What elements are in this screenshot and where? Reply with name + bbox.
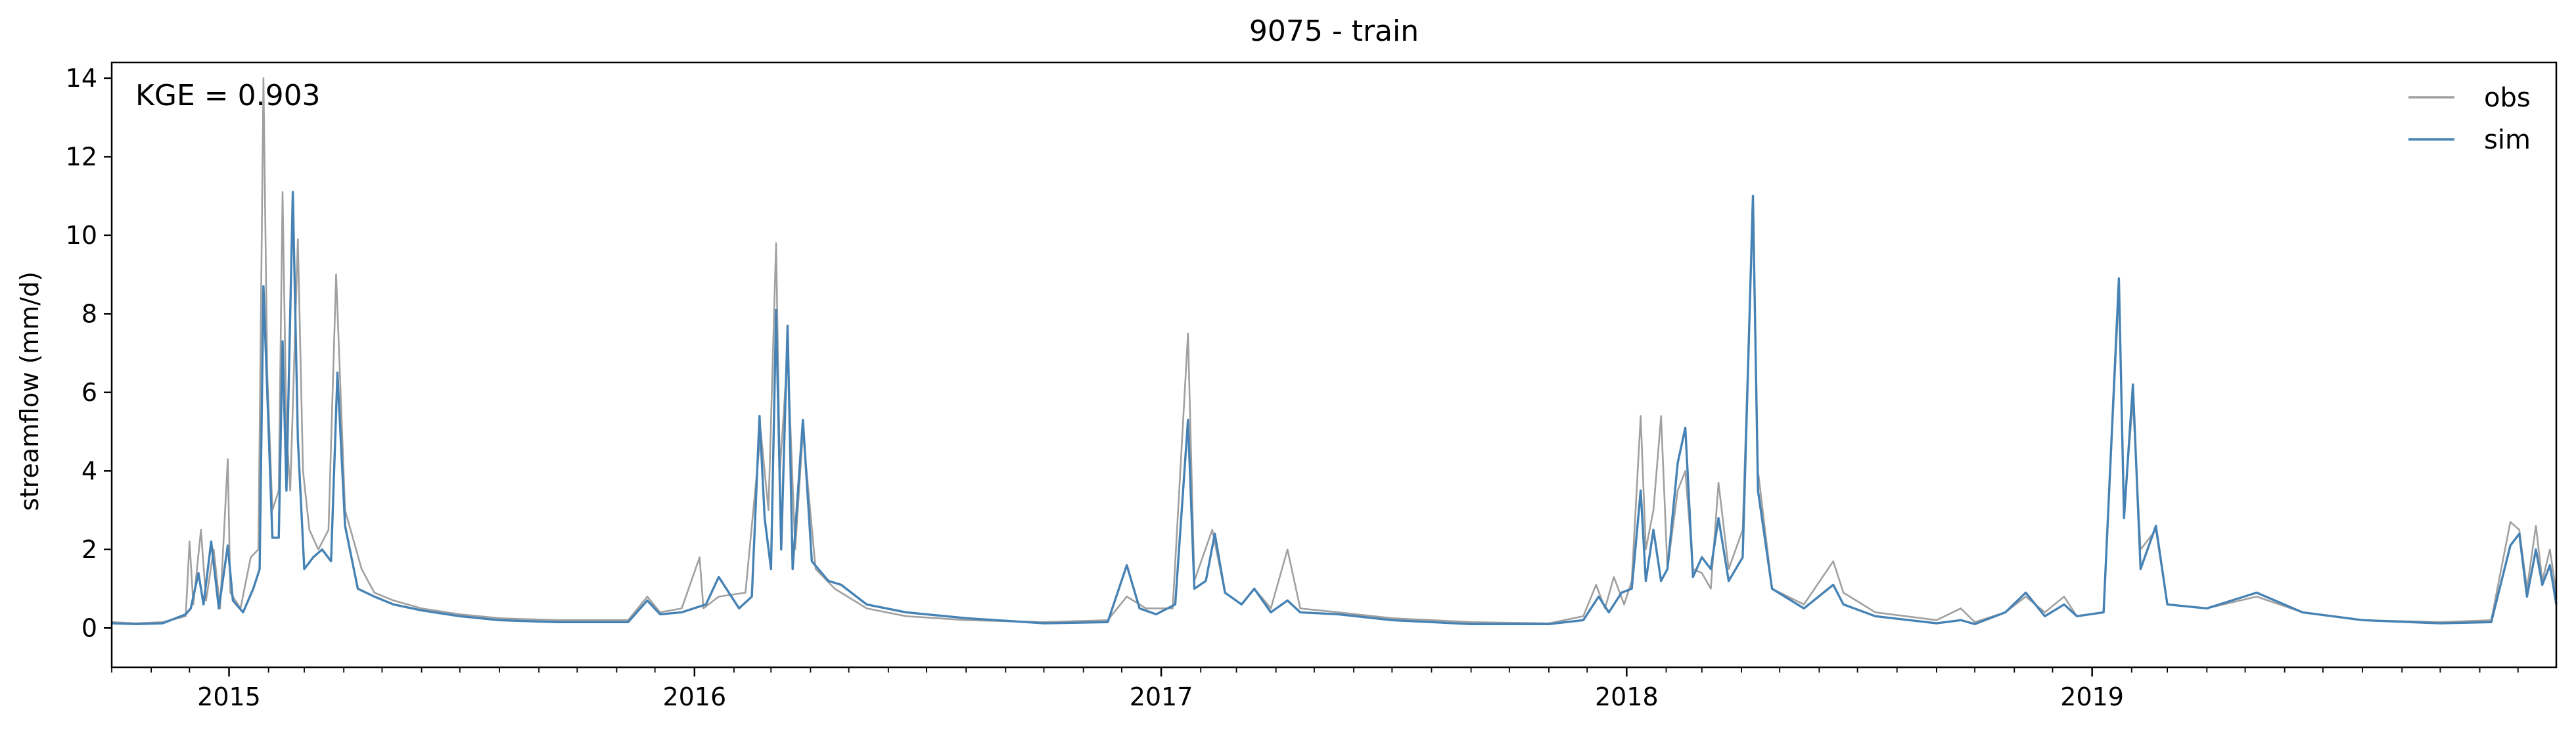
chart-title: 9075 - train bbox=[1249, 14, 1419, 48]
legend: obs sim bbox=[2408, 83, 2531, 155]
y-axis-label: streamflow (mm/d) bbox=[15, 272, 44, 511]
axes-frame bbox=[110, 61, 2558, 669]
x-tick-label: 2017 bbox=[1130, 682, 1193, 711]
y-tick-label: 6 bbox=[81, 378, 97, 407]
x-tick-label: 2019 bbox=[2060, 682, 2124, 711]
y-tick-label: 2 bbox=[81, 535, 97, 564]
y-tick-label: 0 bbox=[81, 613, 97, 642]
plot-area bbox=[111, 77, 2558, 625]
kge-annotation: KGE = 0.903 bbox=[135, 79, 321, 112]
y-tick-label: 10 bbox=[66, 221, 97, 250]
legend-obs-label: obs bbox=[2484, 83, 2531, 113]
y-tick-label: 4 bbox=[81, 456, 97, 485]
legend-sim-label: sim bbox=[2484, 125, 2531, 155]
x-tick-label: 2018 bbox=[1595, 682, 1659, 711]
y-tick-label: 14 bbox=[66, 64, 97, 93]
y-tick-label: 12 bbox=[66, 142, 97, 171]
x-tick-label: 2016 bbox=[662, 682, 726, 711]
y-tick-label: 8 bbox=[81, 299, 97, 328]
x-tick-label: 2015 bbox=[197, 682, 261, 711]
series-line-sim bbox=[111, 191, 2558, 625]
